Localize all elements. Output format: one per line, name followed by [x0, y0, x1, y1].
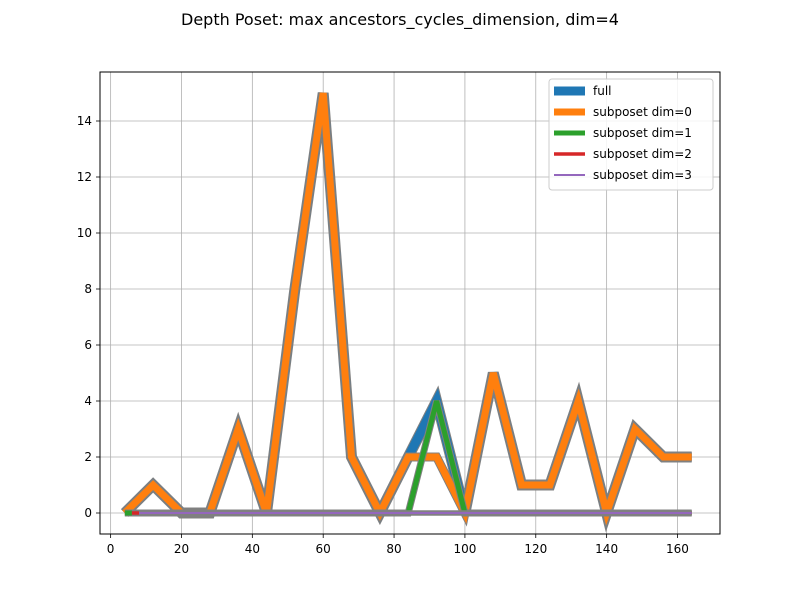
y-tick-label: 12 [77, 170, 92, 184]
legend-label: subposet dim=3 [593, 168, 692, 182]
plot-frame [99, 71, 721, 535]
legend-label: full [593, 84, 612, 98]
legend-label: subposet dim=0 [593, 105, 692, 119]
x-tick-label: 20 [174, 542, 189, 556]
y-tick-label: 0 [84, 506, 92, 520]
series-line [122, 92, 692, 526]
y-tick-label: 8 [84, 282, 92, 296]
y-tick-label: 6 [84, 338, 92, 352]
x-tick-label: 60 [316, 542, 331, 556]
x-tick-label: 40 [245, 542, 260, 556]
x-tick-label: 100 [453, 542, 476, 556]
legend-label: subposet dim=1 [593, 126, 692, 140]
x-tick-label: 140 [595, 542, 618, 556]
x-tick-label: 80 [386, 542, 401, 556]
legend: full subposet dim=0 subposet dim=1 subposet… [548, 78, 714, 191]
grid-layer [100, 72, 720, 534]
series-layer [120, 92, 692, 533]
y-tick-label: 4 [84, 394, 92, 408]
series-1 [121, 92, 692, 529]
y-tick-label: 2 [84, 450, 92, 464]
axis-layer: 0 20 40 60 80 100 120 140 160 0 2 4 6 8 10 12 14 [77, 114, 689, 556]
x-tick-label: 0 [107, 542, 115, 556]
legend-label: subposet dim=2 [593, 147, 692, 161]
x-tick-label: 120 [524, 542, 547, 556]
y-tick-label: 10 [77, 226, 92, 240]
y-tick-label: 14 [77, 114, 92, 128]
legend-box [548, 78, 714, 191]
x-tick-label: 160 [666, 542, 689, 556]
chart-title: Depth Poset: max ancestors_cycles_dimens… [181, 10, 619, 29]
